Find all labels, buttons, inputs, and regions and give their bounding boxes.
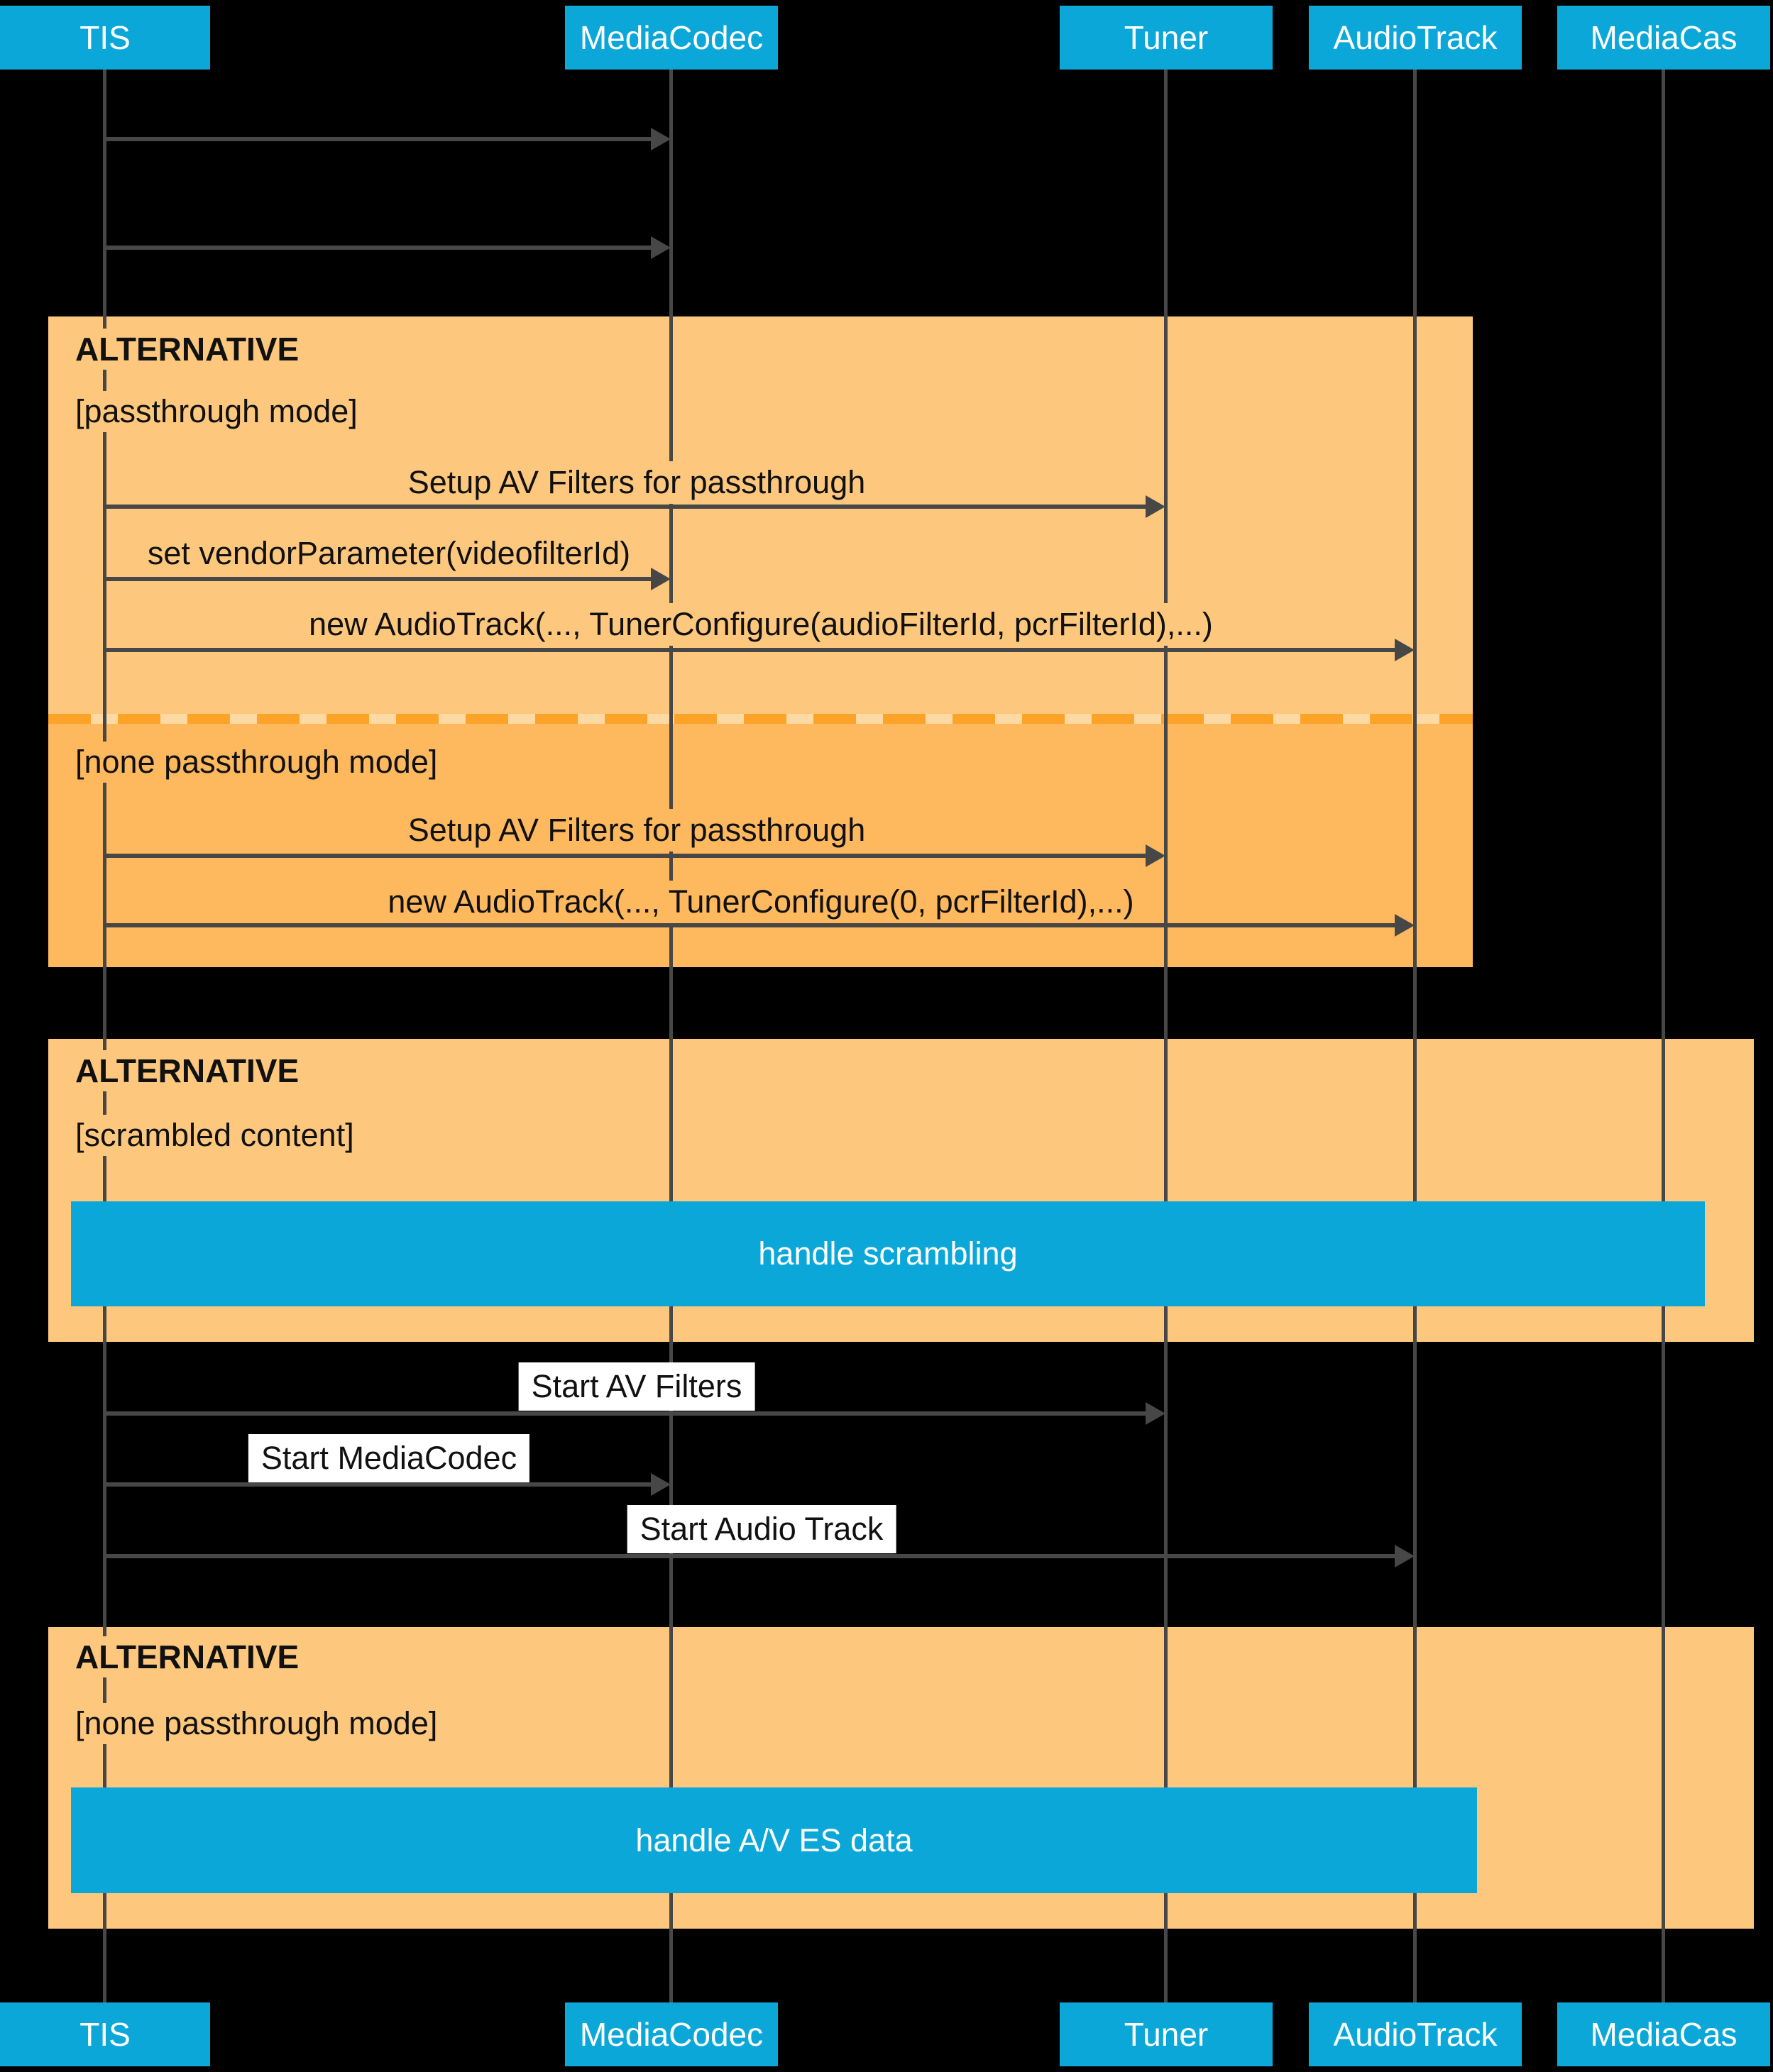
message-arrow-start-audio-track [106,1545,1415,1567]
message-label-new-audiotrack-zero: new AudioTrack(..., TunerConfigure(0, pc… [378,881,1144,923]
lifeline-mediacas [1662,70,1665,2002]
message-label-new-audiotrack-filters: new AudioTrack(..., TunerConfigure(audio… [299,603,1223,646]
activity-bar-handle-scrambling: handle scrambling [71,1201,1705,1306]
message-arrow-start-av-filters [106,1402,1165,1425]
participant-mediacas-top: MediaCas [1557,6,1770,70]
participant-label: AudioTrack [1333,19,1498,56]
message-arrow-init-2 [106,236,671,259]
participant-mediacas-bottom: MediaCas [1557,2002,1770,2066]
participant-label: TIS [79,2016,131,2053]
message-arrow-setup-av-filters-1 [106,495,1165,518]
participant-audiotrack-bottom: AudioTrack [1309,2002,1522,2066]
participant-mediacodec-bottom: MediaCodec [565,2002,778,2066]
participant-tuner-top: Tuner [1060,6,1273,70]
participant-label: MediaCas [1590,19,1738,56]
participant-label: Tuner [1124,2016,1209,2053]
lifeline-audiotrack [1413,70,1417,2002]
lifeline-tis [103,70,106,2002]
message-label-start-mediacodec: Start MediaCodec [248,1434,530,1482]
message-arrow-init-1 [106,128,671,150]
message-arrow-setup-av-filters-2 [106,844,1165,867]
message-arrow-new-audiotrack-filters [106,639,1415,661]
participant-audiotrack-top: AudioTrack [1309,6,1522,70]
message-arrow-start-mediacodec [106,1473,671,1496]
alt-frame-passthrough-divider [48,714,1473,724]
participant-label: Tuner [1124,19,1209,56]
participant-label: TIS [79,19,131,56]
alt1-title: ALTERNATIVE [68,329,307,370]
participant-tis-top: TIS [0,6,210,70]
message-arrow-set-vendor-parameter [106,568,671,590]
alt1-guard-passthrough: [passthrough mode] [68,391,365,432]
activity-bar-label: handle scrambling [758,1235,1018,1272]
activity-bar-handle-es-data: handle A/V ES data [71,1787,1477,1893]
message-label-setup-av-filters-2: Setup AV Filters for passthrough [397,809,876,852]
message-arrow-new-audiotrack-zero [106,914,1415,937]
participant-label: MediaCodec [579,2016,764,2053]
participant-label: MediaCas [1590,2016,1738,2053]
lifeline-tuner [1164,70,1168,2002]
alt-frame-passthrough-section-1 [48,316,1473,714]
participant-label: MediaCodec [579,19,764,56]
alt2-guard-scrambled: [scrambled content] [68,1115,361,1156]
message-label-set-vendor-parameter: set vendorParameter(videofilterId) [137,532,641,575]
message-label-start-audio-track: Start Audio Track [627,1505,896,1553]
participant-label: AudioTrack [1333,2016,1498,2053]
alt2-title: ALTERNATIVE [68,1050,307,1091]
alt1-guard-none-passthrough: [none passthrough mode] [68,742,445,783]
participant-mediacodec-top: MediaCodec [565,6,778,70]
message-label-start-av-filters: Start AV Filters [518,1362,755,1411]
message-label-setup-av-filters-1: Setup AV Filters for passthrough [397,461,876,504]
lifeline-mediacodec [669,70,673,2002]
alt3-guard-none-passthrough: [none passthrough mode] [68,1703,445,1744]
activity-bar-label: handle A/V ES data [635,1822,913,1858]
participant-tis-bottom: TIS [0,2002,210,2066]
participant-tuner-bottom: Tuner [1060,2002,1273,2066]
alt3-title: ALTERNATIVE [68,1636,307,1677]
